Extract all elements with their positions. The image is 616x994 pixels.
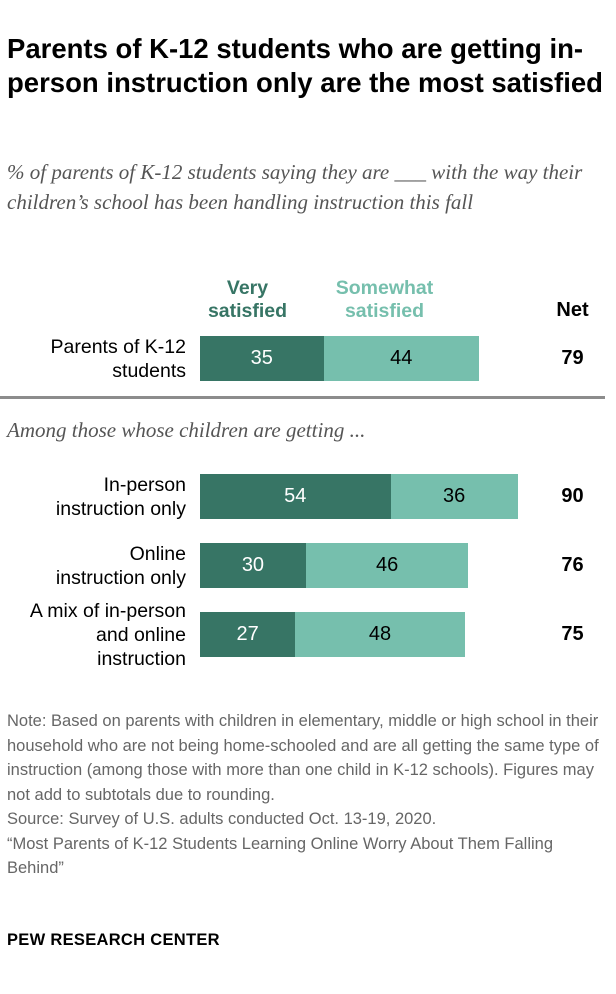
bar-value-label: 27 <box>236 623 259 645</box>
row-label: Online instruction only <box>56 542 186 590</box>
row-label-line: Parents of K-12 <box>50 335 187 358</box>
legend-text: satisfied <box>344 300 425 322</box>
notes: Note: Based on parents with children in … <box>7 709 607 881</box>
bar-very-satisfied <box>200 612 296 657</box>
row-label: In-person instruction only <box>56 473 186 521</box>
report-title: “Most Parents of K-12 Students Learning … <box>7 834 553 878</box>
bar-value-label: 44 <box>390 347 413 369</box>
row-label-line: and online <box>96 623 186 646</box>
legend-somewhat-satisfied: Somewhat satisfied <box>322 277 447 323</box>
row-label-line: A mix of in-person <box>29 599 186 622</box>
legend-text: Somewhat <box>335 277 434 299</box>
chart-subtitle: % of parents of K-12 students saying the… <box>7 160 583 214</box>
pew-logo-text: PEW RESEARCH CENTER <box>7 931 220 949</box>
source-text: Source: Survey of U.S. adults conducted … <box>7 810 437 828</box>
bar-value-label: 35 <box>250 347 273 369</box>
row-label-line: instruction only <box>55 566 186 589</box>
legend-very-satisfied: Very satisfied <box>195 277 300 323</box>
bar-somewhat-satisfied <box>295 612 465 657</box>
bar-value-label: 48 <box>368 623 392 645</box>
bar-somewhat-satisfied <box>305 543 469 588</box>
legend-text: Very <box>226 277 269 299</box>
bar-somewhat-satisfied <box>323 336 479 381</box>
bar-very-satisfied <box>200 336 324 381</box>
row-label: Parents of K-12 students <box>51 335 187 383</box>
net-value: 76 <box>561 554 584 576</box>
bar-value-label: 36 <box>443 485 466 507</box>
bar-very-satisfied <box>200 474 391 519</box>
row-label-line: students <box>112 359 186 382</box>
net-value: 79 <box>561 347 584 369</box>
net-value: 75 <box>561 623 584 645</box>
divider <box>0 396 605 399</box>
legend-text: satisfied <box>207 300 288 322</box>
chart-title: Parents of K-12 students who are getting… <box>7 33 603 98</box>
row-label-line: instruction <box>97 647 186 670</box>
row-label-line: In-person <box>103 473 186 496</box>
bar-very-satisfied <box>200 543 306 588</box>
net-value: 90 <box>561 485 584 507</box>
net-header: Net <box>556 299 589 321</box>
bar-value-label: 54 <box>284 485 307 507</box>
bar-value-label: 46 <box>375 554 399 576</box>
row-label-line: instruction only <box>55 497 186 520</box>
row-label-line: Online <box>129 542 186 565</box>
section-label: Among those whose children are getting .… <box>7 418 366 442</box>
bar-somewhat-satisfied <box>390 474 518 519</box>
row-label: A mix of in-person and online instruction <box>30 599 186 671</box>
bar-value-label: 30 <box>241 554 265 576</box>
note-text: Note: Based on parents with children in … <box>7 712 599 804</box>
